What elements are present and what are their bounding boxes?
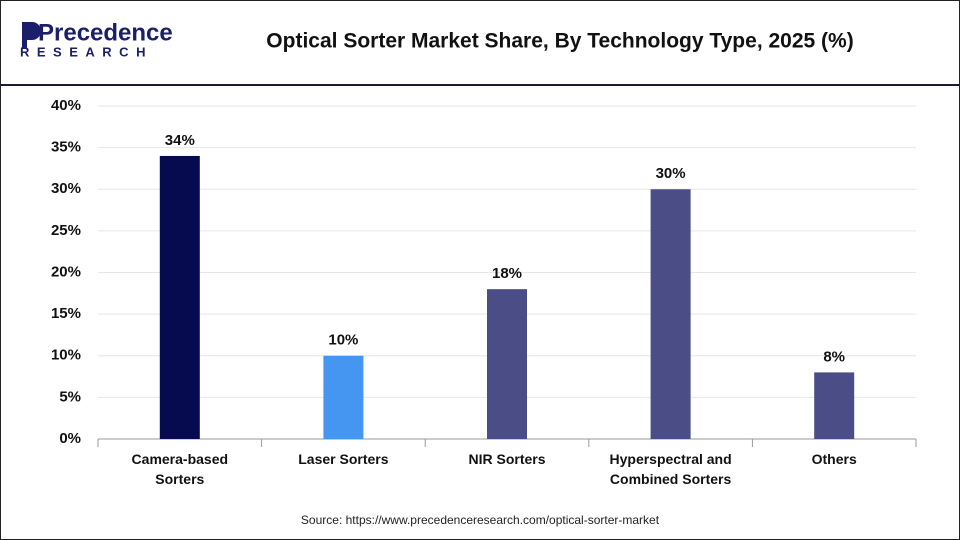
bar: [323, 355, 364, 439]
value-label: 34%: [165, 132, 195, 149]
y-tick-label: 10%: [51, 347, 81, 364]
value-label: 10%: [328, 332, 358, 349]
y-tick-label: 20%: [51, 263, 81, 280]
x-tick-label: Others: [811, 451, 857, 467]
y-tick-label: 40%: [51, 97, 81, 114]
bar: [814, 372, 855, 439]
y-tick-label: 0%: [59, 430, 81, 447]
y-tick-label: 5%: [59, 388, 81, 405]
logo-mark: [22, 22, 41, 48]
y-tick-label: 35%: [51, 139, 81, 156]
x-tick-label: Camera-based Sorters: [131, 451, 229, 487]
value-label: 18%: [492, 265, 522, 282]
value-label: 30%: [656, 165, 686, 182]
source: Source: https://www.precedenceresearch.c…: [301, 513, 660, 527]
bar: [159, 155, 200, 439]
bar: [487, 289, 527, 439]
bar: [650, 189, 691, 439]
logo-sub: RESEARCH: [20, 44, 153, 59]
value-label: 8%: [823, 348, 845, 365]
y-tick-label: 30%: [51, 180, 81, 197]
x-tick-label: Laser Sorters: [298, 451, 389, 467]
y-tick-label: 25%: [51, 222, 81, 239]
x-tick-label: NIR Sorters: [468, 451, 546, 467]
x-tick-label: Hyperspectral and Combined Sorters: [609, 451, 732, 487]
y-tick-label: 15%: [51, 305, 81, 322]
chart-title: Optical Sorter Market Share, By Technolo…: [266, 30, 853, 53]
logo-name: Precedence: [38, 19, 173, 46]
